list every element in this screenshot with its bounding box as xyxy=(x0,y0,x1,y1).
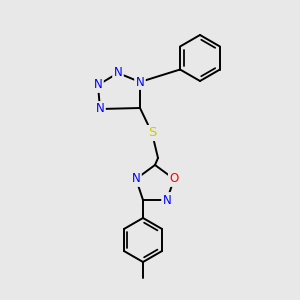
Text: S: S xyxy=(148,127,156,140)
Text: N: N xyxy=(94,79,102,92)
Text: N: N xyxy=(132,172,140,185)
Text: O: O xyxy=(169,172,178,185)
Text: N: N xyxy=(96,103,104,116)
Text: N: N xyxy=(136,76,144,88)
Text: N: N xyxy=(114,67,122,80)
Text: N: N xyxy=(163,194,171,206)
